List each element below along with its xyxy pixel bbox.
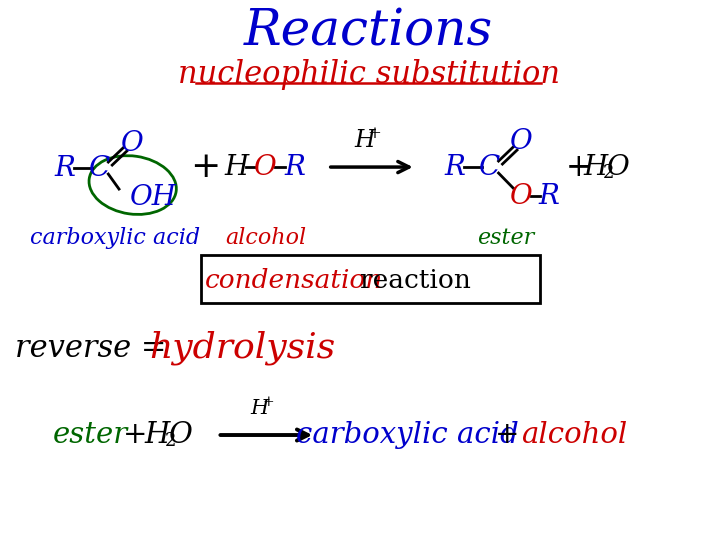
Text: O: O bbox=[510, 183, 532, 210]
Text: +: + bbox=[368, 125, 382, 141]
Bar bbox=[201, 255, 541, 303]
Text: H: H bbox=[224, 153, 248, 180]
Text: R: R bbox=[54, 154, 75, 181]
Text: Reactions: Reactions bbox=[244, 8, 493, 57]
Text: H: H bbox=[145, 421, 170, 449]
Text: +: + bbox=[263, 395, 274, 409]
Text: +: + bbox=[566, 152, 591, 183]
Text: ester: ester bbox=[477, 227, 534, 249]
Text: R: R bbox=[284, 153, 305, 180]
Text: O: O bbox=[510, 127, 532, 154]
Text: C: C bbox=[89, 154, 110, 181]
Text: OH: OH bbox=[130, 184, 176, 211]
Text: carboxylic acid: carboxylic acid bbox=[297, 421, 519, 449]
Text: 2: 2 bbox=[165, 432, 176, 450]
Text: H: H bbox=[251, 399, 269, 417]
Text: ester: ester bbox=[53, 421, 128, 449]
Text: +: + bbox=[189, 150, 220, 184]
Text: R: R bbox=[539, 183, 559, 210]
Text: H: H bbox=[354, 129, 375, 152]
Text: carboxylic acid: carboxylic acid bbox=[30, 227, 200, 249]
Text: H: H bbox=[583, 153, 607, 180]
Text: O: O bbox=[607, 153, 630, 180]
Text: O: O bbox=[254, 153, 276, 180]
Text: +: + bbox=[122, 421, 147, 449]
Text: nucleophilic substitution: nucleophilic substitution bbox=[178, 58, 559, 90]
Text: reaction: reaction bbox=[360, 267, 471, 293]
Text: C: C bbox=[479, 153, 500, 180]
Text: reverse =: reverse = bbox=[15, 333, 166, 363]
Text: alcohol: alcohol bbox=[521, 421, 627, 449]
Text: alcohol: alcohol bbox=[225, 227, 306, 249]
Text: 2: 2 bbox=[603, 164, 614, 182]
Text: O: O bbox=[121, 130, 144, 157]
Text: condensation: condensation bbox=[204, 267, 383, 293]
Text: R: R bbox=[444, 153, 465, 180]
Text: O: O bbox=[168, 421, 192, 449]
Text: hydrolysis: hydrolysis bbox=[149, 331, 335, 365]
Text: +: + bbox=[495, 421, 520, 449]
